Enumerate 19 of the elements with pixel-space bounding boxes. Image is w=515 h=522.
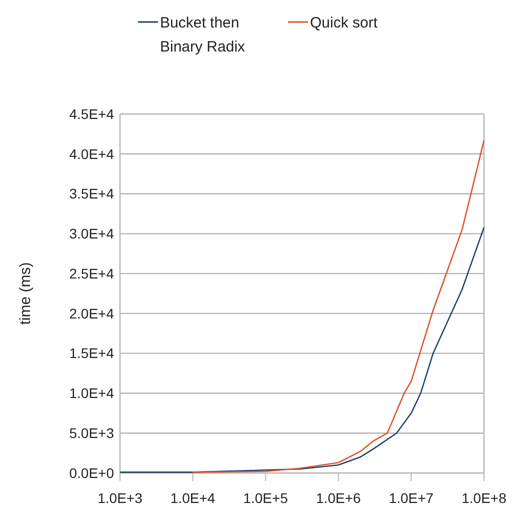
x-tick-label: 1.0E+7 (388, 490, 434, 506)
y-tick-label: 3.5E+4 (69, 186, 114, 202)
x-tick-label: 1.0E+4 (170, 490, 216, 506)
x-tick-label: 1.0E+5 (243, 490, 288, 506)
legend-label: Bucket then Binary Radix (160, 14, 246, 56)
legend-label: Quick sort (310, 14, 378, 32)
x-tick-label: 1.0E+8 (462, 490, 507, 506)
x-tick-label: 1.0E+3 (98, 490, 143, 506)
y-tick-label: 4.5E+4 (69, 106, 114, 122)
y-tick-label: 2.0E+4 (69, 305, 114, 322)
y-tick-label: 5.0E+3 (69, 425, 114, 442)
y-axis-title: time (ms) (17, 262, 34, 325)
y-tick-label: 3.0E+4 (69, 226, 114, 242)
y-tick-label: 1.5E+4 (69, 345, 114, 362)
x-tick-label: 1.0E+6 (316, 490, 361, 506)
y-tick-label: 2.5E+4 (69, 265, 114, 282)
y-tick-label: 1.0E+4 (69, 385, 114, 402)
y-tick-label: 0.0E+0 (69, 464, 114, 481)
y-tick-label: 4.0E+4 (69, 146, 114, 162)
